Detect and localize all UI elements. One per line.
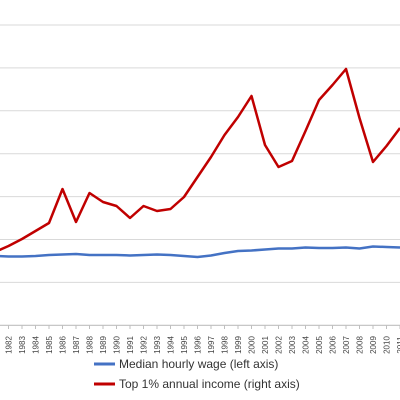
legend-item-top-income: Top 1% annual income (right axis) [94,377,300,391]
legend-item-median-wage: Median hourly wage (left axis) [94,357,278,371]
x-tick-label: 2003 [288,336,297,354]
x-tick-label: 2006 [329,336,338,354]
series-line-median-wage [0,245,400,259]
x-tick-label: 2007 [342,336,351,354]
legend-label-top-income: Top 1% annual income (right axis) [119,377,300,391]
series-line-top-income [0,67,400,252]
x-tick-label: 1984 [32,336,41,354]
x-tick-label: 1987 [72,336,81,354]
x-tick-label: 1996 [194,336,203,354]
x-tick-label: 1989 [99,336,108,354]
x-tick-label: 1999 [234,336,243,354]
x-tick-label: 1982 [5,336,14,354]
x-tick-label: 1986 [59,336,68,354]
legend-label-median-wage: Median hourly wage (left axis) [119,357,278,371]
x-tick-label: 2000 [248,336,257,354]
x-tick-label: 2001 [261,336,270,354]
x-tick-label: 1993 [153,336,162,354]
x-tick-label: 1995 [180,336,189,354]
x-tick-label: 2002 [275,336,284,354]
x-tick-label: 1998 [221,336,230,354]
series-lines [0,67,400,259]
x-tick-label: 1988 [86,336,95,354]
x-tick-label: 2005 [315,336,324,354]
x-tick-label: 1983 [18,336,27,354]
x-tick-label: 2004 [302,336,311,354]
x-axis-ticks: 1981198219831984198519861987198819891990… [5,325,400,354]
legend: Median hourly wage (left axis) Top 1% an… [94,357,300,391]
x-tick-label: 1994 [167,336,176,354]
x-tick-label: 1997 [207,336,216,354]
x-tick-label: 2008 [356,336,365,354]
x-tick-label: 2010 [383,336,392,354]
x-tick-label: 1991 [126,336,135,354]
x-tick-label: 1985 [45,336,54,354]
x-tick-label: 2011 [396,336,400,354]
x-tick-label: 1990 [113,336,122,354]
x-tick-label: 1992 [140,336,149,354]
x-tick-label: 2009 [369,336,378,354]
